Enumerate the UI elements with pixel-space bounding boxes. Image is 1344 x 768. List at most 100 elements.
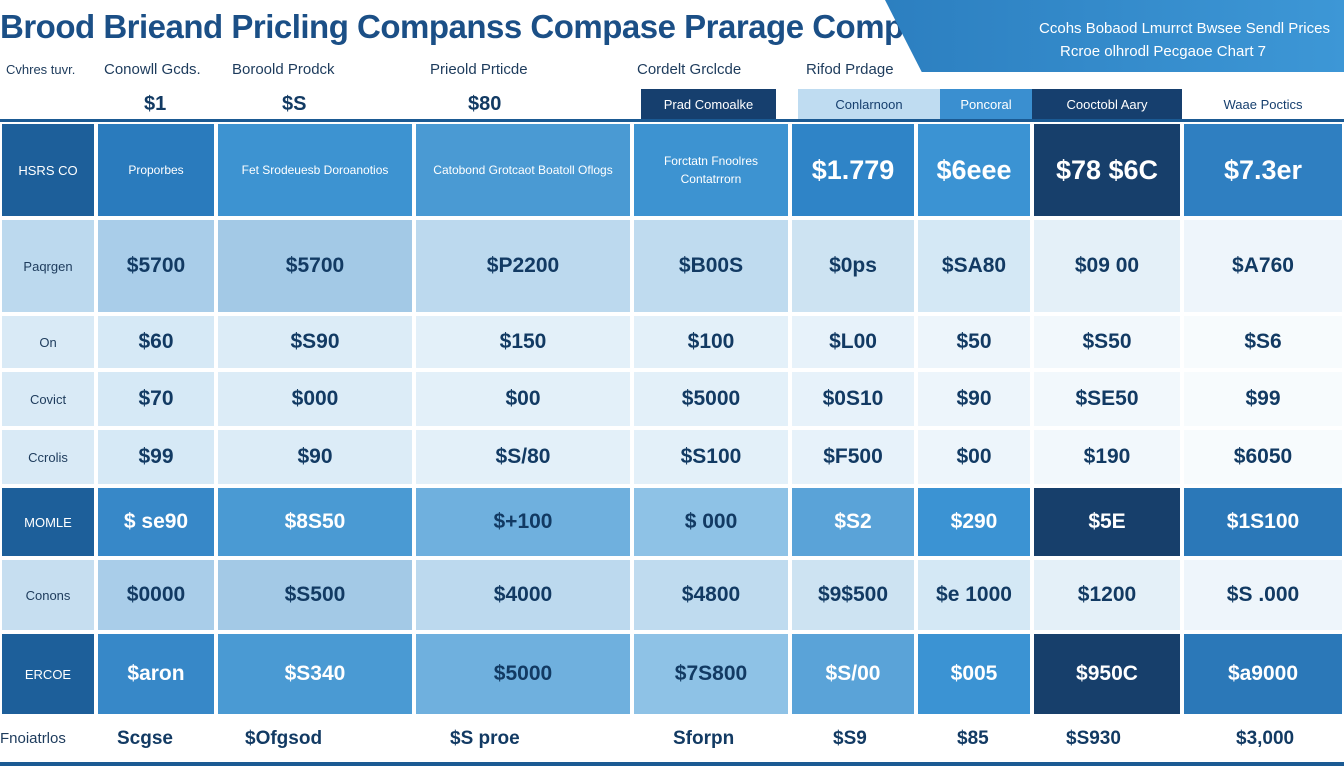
table-cell: $005 (916, 632, 1032, 716)
table-cell: $100 (632, 314, 790, 370)
table-cell: $00 (916, 428, 1032, 486)
table-cell: $L00 (790, 314, 916, 370)
table-cell: $99 (1182, 370, 1344, 428)
table-cell: $S500 (216, 558, 414, 632)
table-cell: $290 (916, 486, 1032, 558)
header-pill: Prad Comoalke (641, 89, 776, 119)
row-label: ERCOE (0, 632, 96, 716)
table-cell: $S/00 (790, 632, 916, 716)
table-cell: $4800 (632, 558, 790, 632)
table-cell: $SE50 (1032, 370, 1182, 428)
table-cell: $6050 (1182, 428, 1344, 486)
table-cell: $4000 (414, 558, 632, 632)
footer-cell: $S9 (833, 728, 867, 749)
table-cell: $00 (414, 370, 632, 428)
table-cell: $S2 (790, 486, 916, 558)
row-label: Conons (0, 558, 96, 632)
header-cell: $78 $6C (1032, 122, 1182, 218)
header-cell: Forctatn Fnoolres Contatrrorn (632, 122, 790, 218)
table-cell: $B00S (632, 218, 790, 314)
table-cell: $50 (916, 314, 1032, 370)
table-cell: $1S100 (1182, 486, 1344, 558)
table-cell: $S .000 (1182, 558, 1344, 632)
table-cell: $000 (216, 370, 414, 428)
header-price: $S (282, 93, 307, 115)
header-cell: $6eee (916, 122, 1032, 218)
header-pill: Waae Poctics (1182, 89, 1344, 119)
header-price: $1 (144, 93, 167, 115)
table-cell: $ se90 (96, 486, 216, 558)
table-cell: $a9000 (1182, 632, 1344, 716)
table-cell: $90 (216, 428, 414, 486)
row-label: MOMLE (0, 486, 96, 558)
bottom-rule (0, 762, 1344, 766)
footer-cell: Sforpn (673, 728, 735, 749)
table-cell: $0000 (96, 558, 216, 632)
table-cell: $60 (96, 314, 216, 370)
table-cell: $S6 (1182, 314, 1344, 370)
table-cell: $+100 (414, 486, 632, 558)
page-title: Brood Brieand Pricling Companss Compase … (0, 8, 920, 45)
table-cell: $S50 (1032, 314, 1182, 370)
header-label: Prieold Prticde (430, 61, 528, 78)
header-pill: Poncoral (940, 89, 1032, 119)
table-cell: $5000 (632, 370, 790, 428)
row-label: On (0, 314, 96, 370)
header-cell: $7.3er (1182, 122, 1344, 218)
header-label: Rifod Prdage (806, 61, 894, 78)
header-cell: Catobond Grotcaot Boatoll Oflogs (414, 122, 632, 218)
table-cell: $70 (96, 370, 216, 428)
footer-label: Fnoiatrlos (0, 730, 66, 747)
table-cell: $ 000 (632, 486, 790, 558)
footer-cell: $S proe (450, 728, 520, 749)
banner-line-1: Ccohs Bobaod Lmurrct Bwsee Sendl Prices (1039, 20, 1330, 37)
footer-cell: $3,000 (1236, 728, 1295, 749)
header-pill: Conlarnoon (798, 89, 940, 119)
header-cell: $1.779 (790, 122, 916, 218)
row-label: Ccrolis (0, 428, 96, 486)
table-cell: $A760 (1182, 218, 1344, 314)
top-rule (0, 119, 1344, 122)
table-cell: $5000 (414, 632, 632, 716)
title-banner: Ccohs Bobaod Lmurrct Bwsee Sendl Prices … (885, 0, 1344, 72)
header-pill: Cooctobl Aary (1032, 89, 1182, 119)
table-cell: $S100 (632, 428, 790, 486)
row-label: Paqrgen (0, 218, 96, 314)
table-cell: $S90 (216, 314, 414, 370)
header-label: Cordelt Grclcde (637, 61, 742, 78)
table-cell: $P2200 (414, 218, 632, 314)
table-cell: $9$500 (790, 558, 916, 632)
table-cell: $5700 (96, 218, 216, 314)
header-label: Boroold Prodck (232, 61, 335, 78)
header-cell: Fet Srodeuesb Doroanotios (216, 122, 414, 218)
table-cell: $0S10 (790, 370, 916, 428)
row-label: Covict (0, 370, 96, 428)
header-cell: Proporbes (96, 122, 216, 218)
table-cell: $5700 (216, 218, 414, 314)
banner-line-2: Rcroe olhrodl Pecgaoe Chart 7 (1060, 43, 1266, 60)
pricing-table: HSRS CO Proporbes Fet Srodeuesb Doroanotio… (0, 122, 1344, 716)
table-cell: $150 (414, 314, 632, 370)
table-cell: $5E (1032, 486, 1182, 558)
table-cell: $aron (96, 632, 216, 716)
table-cell: $1200 (1032, 558, 1182, 632)
table-cell: $950C (1032, 632, 1182, 716)
header-price: $80 (468, 93, 502, 115)
footer-cell: Scgse (117, 728, 173, 749)
table-cell: $F500 (790, 428, 916, 486)
table-cell: $90 (916, 370, 1032, 428)
table-cell: $0ps (790, 218, 916, 314)
row-label: HSRS CO (0, 122, 96, 218)
header-label: Cvhres tuvr. (6, 62, 76, 77)
table-cell: $SA80 (916, 218, 1032, 314)
table-cell: $8S50 (216, 486, 414, 558)
table-cell: $190 (1032, 428, 1182, 486)
footer-cell: $85 (957, 728, 989, 749)
table-cell: $7S800 (632, 632, 790, 716)
header-label: Conowll Gcds. (104, 61, 201, 78)
table-cell: $09 00 (1032, 218, 1182, 314)
table-cell: $S/80 (414, 428, 632, 486)
table-cell: $99 (96, 428, 216, 486)
table-cell: $e 1000 (916, 558, 1032, 632)
table-cell: $S340 (216, 632, 414, 716)
